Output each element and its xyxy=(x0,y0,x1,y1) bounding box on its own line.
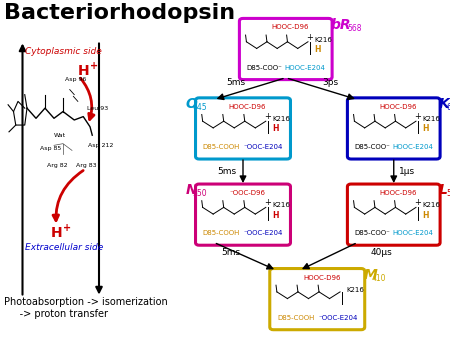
Text: 410: 410 xyxy=(372,274,386,283)
Text: +: + xyxy=(90,61,98,71)
Text: +: + xyxy=(264,198,270,208)
Text: K216: K216 xyxy=(272,202,290,208)
Text: D85-COOH: D85-COOH xyxy=(202,144,240,150)
Text: 5ms: 5ms xyxy=(222,248,241,257)
Text: H: H xyxy=(77,64,89,78)
Text: D85-COO⁻: D85-COO⁻ xyxy=(355,144,390,150)
Text: Asp 85: Asp 85 xyxy=(40,146,62,151)
Text: H: H xyxy=(422,124,428,134)
Text: K216: K216 xyxy=(422,202,440,208)
Text: Asp 212: Asp 212 xyxy=(88,143,113,148)
Text: H: H xyxy=(272,124,279,134)
Text: +: + xyxy=(306,33,313,42)
Text: 1μs: 1μs xyxy=(399,167,415,176)
Text: Asp 96: Asp 96 xyxy=(65,77,86,82)
FancyBboxPatch shape xyxy=(239,18,332,79)
Text: +: + xyxy=(264,112,270,121)
Text: K216: K216 xyxy=(272,116,290,122)
Text: +: + xyxy=(414,112,421,121)
Text: K216: K216 xyxy=(346,287,364,293)
Text: Photoabsorption -> isomerization
     -> proton transfer: Photoabsorption -> isomerization -> prot… xyxy=(4,297,168,319)
Text: Extracellular side: Extracellular side xyxy=(25,243,103,252)
Text: ⁻OOC-E204: ⁻OOC-E204 xyxy=(244,144,284,150)
Text: +: + xyxy=(63,223,71,233)
Text: HOOC-D96: HOOC-D96 xyxy=(303,274,340,281)
Text: Leu 93: Leu 93 xyxy=(87,106,108,111)
Text: K216: K216 xyxy=(422,116,440,122)
Text: +: + xyxy=(414,198,421,208)
Text: ⁻OOC-E204: ⁻OOC-E204 xyxy=(318,315,358,321)
Text: H: H xyxy=(422,211,428,220)
Text: Arg 83: Arg 83 xyxy=(76,163,97,168)
Text: D85-COOH: D85-COOH xyxy=(277,315,314,321)
Text: H: H xyxy=(272,211,279,220)
Text: K216: K216 xyxy=(314,37,332,43)
Text: ⁻OOC-D96: ⁻OOC-D96 xyxy=(230,190,266,196)
Text: HOOC-E204: HOOC-E204 xyxy=(392,231,433,236)
Text: HOOC-D96: HOOC-D96 xyxy=(271,24,309,30)
Text: Bacteriorhodopsin: Bacteriorhodopsin xyxy=(4,3,236,23)
Text: 3ps: 3ps xyxy=(323,78,339,87)
Text: 40μs: 40μs xyxy=(371,248,392,257)
Text: 5ms: 5ms xyxy=(218,167,237,176)
Text: M: M xyxy=(364,268,377,282)
Text: HOOC-E204: HOOC-E204 xyxy=(392,144,433,150)
Text: 5ms: 5ms xyxy=(227,78,246,87)
Text: ⁻OOC-E204: ⁻OOC-E204 xyxy=(244,231,284,236)
Text: bR: bR xyxy=(331,18,351,32)
Text: K: K xyxy=(439,97,450,111)
Text: 603: 603 xyxy=(447,103,450,112)
Text: HOOC-D96: HOOC-D96 xyxy=(379,190,417,196)
Text: HOOC-D96: HOOC-D96 xyxy=(229,104,266,110)
FancyBboxPatch shape xyxy=(347,184,440,245)
FancyBboxPatch shape xyxy=(270,268,365,330)
Text: D85-COO⁻: D85-COO⁻ xyxy=(355,231,390,236)
FancyBboxPatch shape xyxy=(195,184,291,245)
Text: N: N xyxy=(185,183,197,197)
Text: O: O xyxy=(185,97,197,111)
Text: Wat: Wat xyxy=(54,133,66,138)
Text: Arg 82: Arg 82 xyxy=(47,163,68,168)
Text: L: L xyxy=(439,183,448,197)
Text: Cytoplasmic side: Cytoplasmic side xyxy=(25,47,102,56)
Text: D85-COOH: D85-COOH xyxy=(202,231,240,236)
Text: 543: 543 xyxy=(447,189,450,198)
Text: 645: 645 xyxy=(193,103,207,112)
Text: 550: 550 xyxy=(193,189,207,198)
FancyBboxPatch shape xyxy=(195,98,291,159)
Text: H: H xyxy=(50,226,62,240)
Text: 568: 568 xyxy=(347,24,361,33)
Text: HOOC-E204: HOOC-E204 xyxy=(284,65,325,71)
Text: H: H xyxy=(314,45,320,54)
Text: HOOC-D96: HOOC-D96 xyxy=(379,104,417,110)
Text: D85-COO⁻: D85-COO⁻ xyxy=(247,65,282,71)
FancyBboxPatch shape xyxy=(347,98,440,159)
